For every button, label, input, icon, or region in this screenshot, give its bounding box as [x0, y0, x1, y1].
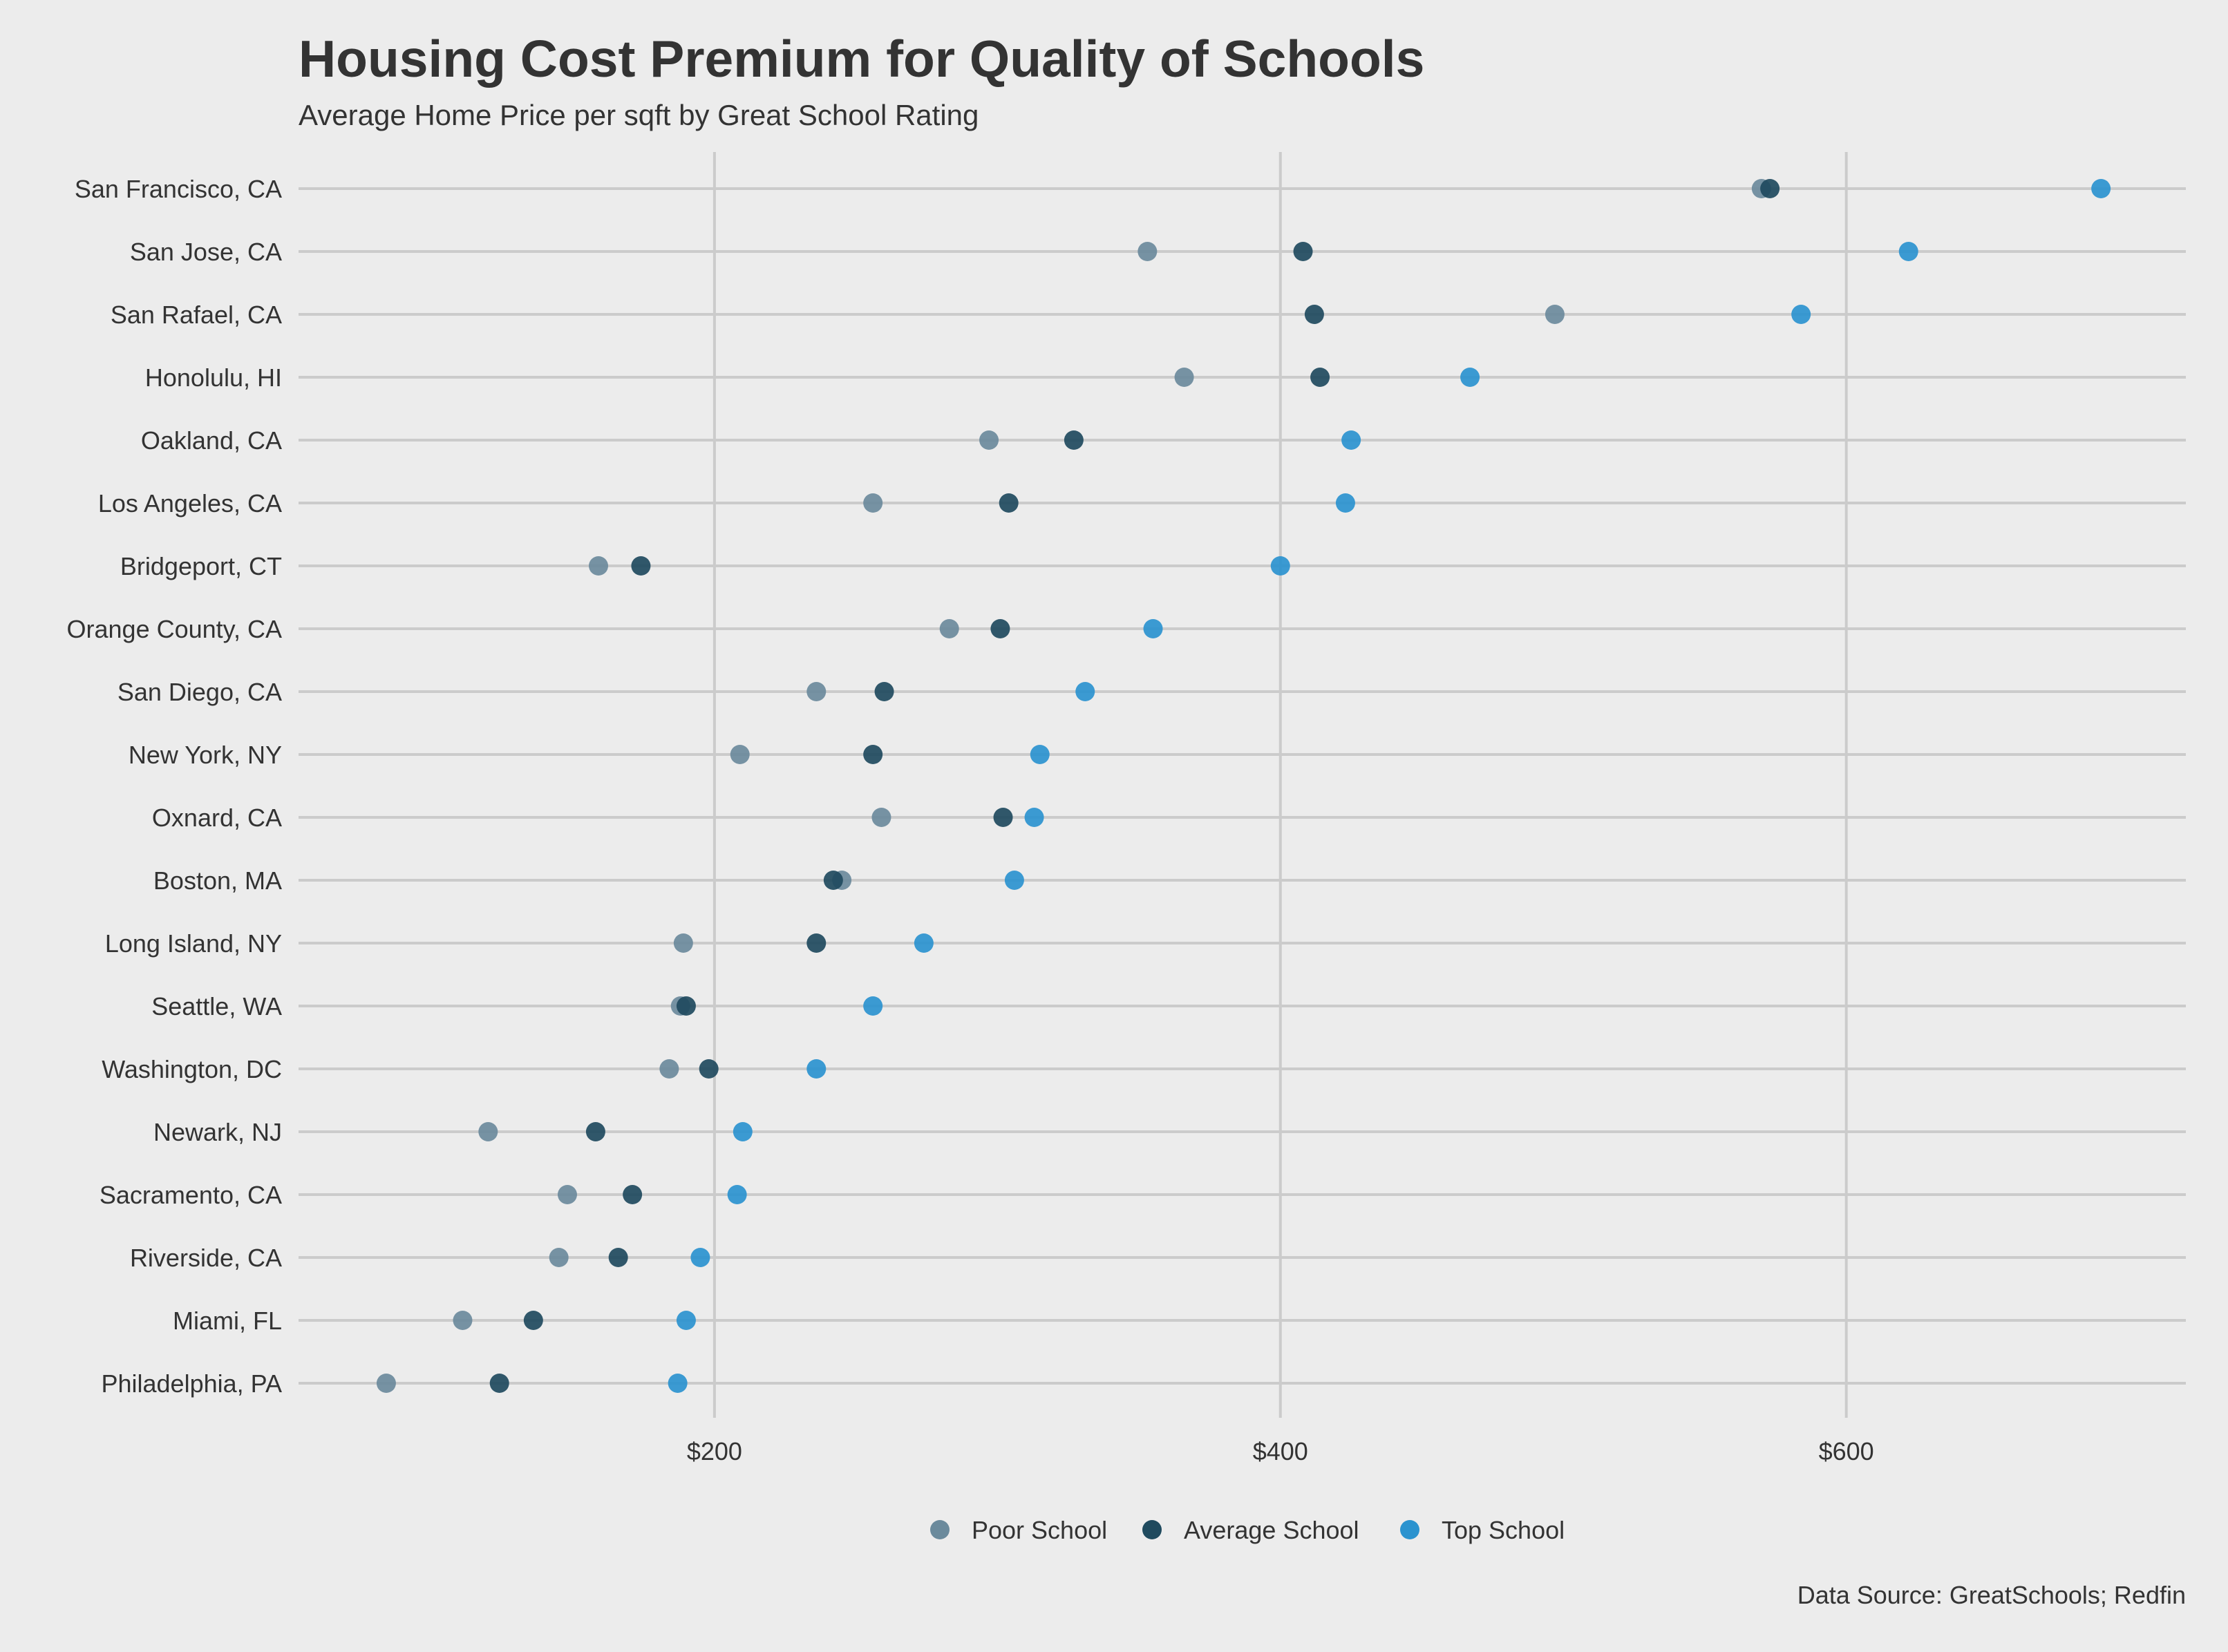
- category-label: Miami, FL: [173, 1307, 282, 1335]
- data-point-top-school: [2091, 179, 2111, 198]
- chart-subtitle: Average Home Price per sqft by Great Sch…: [299, 99, 979, 131]
- data-point-average-school: [585, 1122, 605, 1141]
- data-point-poor-school: [1174, 368, 1194, 387]
- legend-swatch: [1142, 1520, 1162, 1539]
- category-label: San Jose, CA: [130, 238, 282, 266]
- category-label: Philadelphia, PA: [101, 1369, 282, 1398]
- data-point-top-school: [1004, 871, 1024, 890]
- category-label: Honolulu, HI: [145, 363, 282, 392]
- gridlines: [299, 152, 2186, 1418]
- data-point-average-school: [1293, 242, 1313, 261]
- data-point-average-school: [623, 1185, 643, 1204]
- data-point-average-school: [1760, 179, 1780, 198]
- data-point-average-school: [523, 1311, 543, 1330]
- data-point-top-school: [668, 1374, 688, 1393]
- data-point-top-school: [690, 1248, 710, 1267]
- data-point-average-school: [874, 682, 894, 701]
- x-tick-label: $400: [1253, 1437, 1308, 1465]
- legend-swatch: [930, 1520, 950, 1539]
- category-label: Seattle, WA: [151, 992, 282, 1020]
- data-point-poor-school: [730, 745, 750, 764]
- data-point-top-school: [727, 1185, 747, 1204]
- data-source-caption: Data Source: GreatSchools; Redfin: [1797, 1581, 2186, 1609]
- y-axis-labels: San Francisco, CA San Jose, CA San Rafael,…: [67, 175, 282, 1398]
- data-point-poor-school: [453, 1311, 473, 1330]
- data-point-average-school: [990, 619, 1010, 638]
- data-point-poor-school: [659, 1059, 679, 1079]
- data-point-average-school: [489, 1374, 509, 1393]
- data-point-top-school: [1335, 493, 1355, 513]
- category-label: Sacramento, CA: [100, 1181, 282, 1209]
- chart-title: Housing Cost Premium for Quality of Scho…: [299, 30, 1425, 88]
- data-point-average-school: [1304, 305, 1324, 324]
- data-point-top-school: [1460, 368, 1480, 387]
- data-point-average-school: [823, 871, 843, 890]
- data-point-poor-school: [939, 619, 959, 638]
- category-label: Bridgeport, CT: [120, 552, 282, 580]
- data-point-top-school: [1898, 242, 1918, 261]
- data-point-poor-school: [1137, 242, 1158, 261]
- data-point-poor-school: [1545, 305, 1565, 324]
- data-point-top-school: [1341, 430, 1361, 450]
- data-point-average-school: [993, 808, 1013, 827]
- data-point-top-school: [1270, 556, 1290, 576]
- category-label: Newark, NJ: [153, 1118, 282, 1146]
- data-point-average-school: [676, 996, 696, 1016]
- data-point-poor-school: [673, 933, 693, 953]
- data-point-poor-school: [806, 682, 827, 701]
- data-point-average-school: [863, 745, 883, 764]
- data-point-average-school: [608, 1248, 628, 1267]
- data-point-top-school: [1791, 305, 1811, 324]
- category-label: Long Island, NY: [105, 929, 282, 958]
- data-point-average-school: [999, 493, 1019, 513]
- data-point-average-school: [1310, 368, 1330, 387]
- data-point-top-school: [806, 1059, 827, 1079]
- category-label: San Diego, CA: [117, 678, 282, 706]
- data-point-poor-school: [979, 430, 999, 450]
- category-label: Oxnard, CA: [152, 804, 282, 832]
- data-points: [376, 179, 2111, 1393]
- category-label: Orange County, CA: [67, 615, 282, 643]
- data-point-top-school: [1024, 808, 1044, 827]
- category-label: Riverside, CA: [130, 1244, 282, 1272]
- data-point-poor-school: [863, 493, 883, 513]
- legend: Poor School Average School Top School: [930, 1516, 1565, 1544]
- data-point-top-school: [1143, 619, 1163, 638]
- x-tick-label: $200: [687, 1437, 742, 1465]
- legend-label: Average School: [1184, 1516, 1359, 1544]
- data-point-average-school: [1064, 430, 1084, 450]
- data-point-poor-school: [557, 1185, 577, 1204]
- data-point-poor-school: [478, 1122, 498, 1141]
- category-label: Washington, DC: [102, 1055, 282, 1083]
- category-label: Boston, MA: [153, 866, 282, 895]
- data-point-top-school: [914, 933, 934, 953]
- legend-swatch: [1400, 1520, 1419, 1539]
- category-label: Oakland, CA: [141, 426, 282, 455]
- category-label: Los Angeles, CA: [98, 489, 282, 518]
- data-point-poor-school: [871, 808, 891, 827]
- legend-label: Poor School: [972, 1516, 1107, 1544]
- category-label: New York, NY: [129, 741, 282, 769]
- data-point-average-school: [631, 556, 651, 576]
- data-point-top-school: [676, 1311, 696, 1330]
- x-tick-label: $600: [1819, 1437, 1874, 1465]
- data-point-average-school: [806, 933, 827, 953]
- data-point-top-school: [1030, 745, 1050, 764]
- data-point-top-school: [733, 1122, 753, 1141]
- legend-label: Top School: [1442, 1516, 1565, 1544]
- data-point-poor-school: [549, 1248, 569, 1267]
- category-label: San Francisco, CA: [75, 175, 282, 203]
- data-point-top-school: [863, 996, 883, 1016]
- x-axis-labels: $200 $400 $600: [687, 1437, 1874, 1465]
- data-point-top-school: [1075, 682, 1095, 701]
- data-point-poor-school: [589, 556, 609, 576]
- category-label: San Rafael, CA: [111, 301, 282, 329]
- data-point-average-school: [699, 1059, 719, 1079]
- data-point-poor-school: [376, 1374, 396, 1393]
